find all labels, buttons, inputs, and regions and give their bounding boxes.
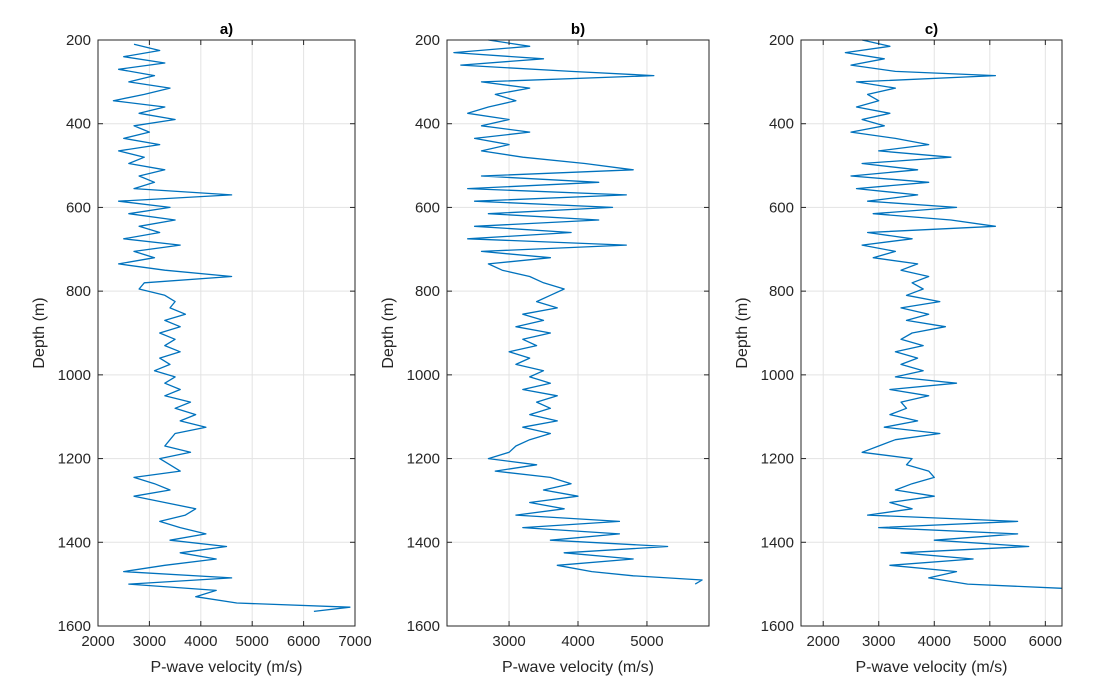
y-tick-label-b: 1200 [407, 451, 440, 468]
y-axis-label-b: Depth (m) [380, 297, 397, 368]
x-tick-label-a: 5000 [236, 633, 269, 650]
y-tick-label-c: 800 [769, 283, 794, 300]
plot-area-a [98, 40, 355, 626]
y-tick-label-b: 400 [415, 116, 440, 133]
axes-box-a [97, 39, 356, 627]
x-tick-label-c: 3000 [862, 633, 895, 650]
y-tick-label-c: 400 [769, 116, 794, 133]
y-tick-label-b: 1000 [407, 367, 440, 384]
x-axis-label-c: P-wave velocity (m/s) [855, 659, 1007, 676]
x-axis-label-a: P-wave velocity (m/s) [150, 659, 302, 676]
x-tick-label-b: 4000 [561, 633, 594, 650]
y-axis-label-c: Depth (m) [734, 297, 751, 368]
plot-area-c [801, 40, 1062, 626]
x-tick-label-c: 6000 [1029, 633, 1062, 650]
panel-a: 2000 3000 4000 5000 6000 7000 200 400 600 800 1000… [31, 21, 372, 676]
velocity-series-a [112, 43, 351, 613]
x-tick-label-a: 2000 [81, 633, 114, 650]
y-tick-label-c: 200 [769, 32, 794, 49]
panel-c: 2000 3000 4000 5000 6000 200 400 600 800 1000 1200… [734, 21, 1063, 676]
x-tick-label-a: 6000 [287, 633, 320, 650]
axes-box-c [800, 39, 1063, 627]
panel-b: 3000 4000 5000 200 400 600 800 1000 1200 1400 1600… [380, 21, 710, 676]
y-tick-label-c: 1200 [761, 451, 794, 468]
y-axis-label-a: Depth (m) [31, 297, 48, 368]
y-tick-label-b: 800 [415, 283, 440, 300]
x-tick-label-a: 7000 [338, 633, 371, 650]
panel-title-b: b) [571, 21, 585, 38]
x-tick-label-c: 2000 [807, 633, 840, 650]
panel-title-a: a) [220, 21, 233, 38]
x-tick-label-a: 4000 [184, 633, 217, 650]
y-tick-label-b: 600 [415, 199, 440, 216]
y-tick-label-a: 1600 [58, 618, 91, 635]
velocity-series-b [453, 39, 703, 585]
y-tick-label-a: 800 [66, 283, 91, 300]
y-tick-label-c: 1400 [761, 534, 794, 551]
x-tick-label-b: 5000 [630, 633, 663, 650]
x-axis-label-b: P-wave velocity (m/s) [502, 659, 654, 676]
y-tick-label-a: 1000 [58, 367, 91, 384]
y-tick-label-a: 600 [66, 199, 91, 216]
velocity-series-c [844, 39, 1063, 589]
x-tick-label-c: 4000 [918, 633, 951, 650]
y-tick-label-b: 1400 [407, 534, 440, 551]
y-tick-label-c: 1000 [761, 367, 794, 384]
panel-title-c: c) [925, 21, 938, 38]
y-tick-label-c: 600 [769, 199, 794, 216]
y-tick-label-c: 1600 [761, 618, 794, 635]
y-tick-label-b: 200 [415, 32, 440, 49]
x-tick-label-b: 3000 [492, 633, 525, 650]
y-tick-label-a: 400 [66, 116, 91, 133]
y-tick-label-a: 1400 [58, 534, 91, 551]
y-tick-label-a: 200 [66, 32, 91, 49]
x-tick-label-c: 5000 [973, 633, 1006, 650]
x-tick-label-a: 3000 [133, 633, 166, 650]
y-tick-label-a: 1200 [58, 451, 91, 468]
y-tick-label-b: 1600 [407, 618, 440, 635]
